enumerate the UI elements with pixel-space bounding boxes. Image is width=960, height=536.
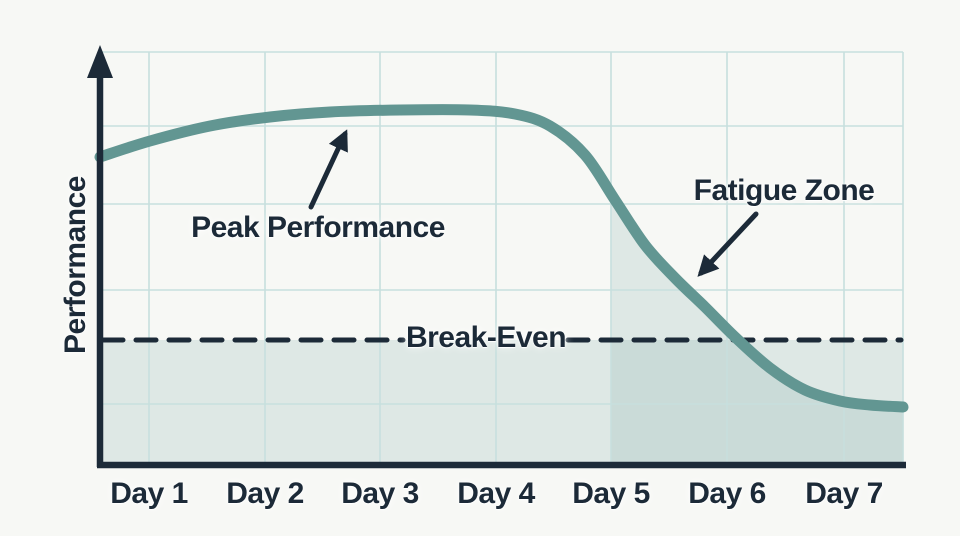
x-axis-label: Day 6 <box>688 477 766 510</box>
performance-curve <box>94 104 909 413</box>
x-axis-label: Day 7 <box>805 477 883 510</box>
x-axis-label: Day 3 <box>341 477 419 510</box>
peak-performance-arrow <box>308 129 348 210</box>
x-axis-label: Day 5 <box>572 477 650 510</box>
y-axis-title: Performance <box>59 176 92 354</box>
fatigue-zone-annotation: Fatigue Zone <box>693 174 875 207</box>
y-axis-arrowhead <box>87 45 113 78</box>
peak-performance-annotation: Peak Performance <box>191 211 445 244</box>
x-axis-label: Day 2 <box>226 477 304 510</box>
x-axis-label: Day 4 <box>457 477 535 510</box>
break-even-label: Break-Even <box>405 321 567 354</box>
below-break-even-fill <box>100 340 903 462</box>
x-axis-label: Day 1 <box>110 477 188 510</box>
fatigue-zone-arrow <box>697 211 759 277</box>
fatigue-zone-fill <box>611 193 903 462</box>
